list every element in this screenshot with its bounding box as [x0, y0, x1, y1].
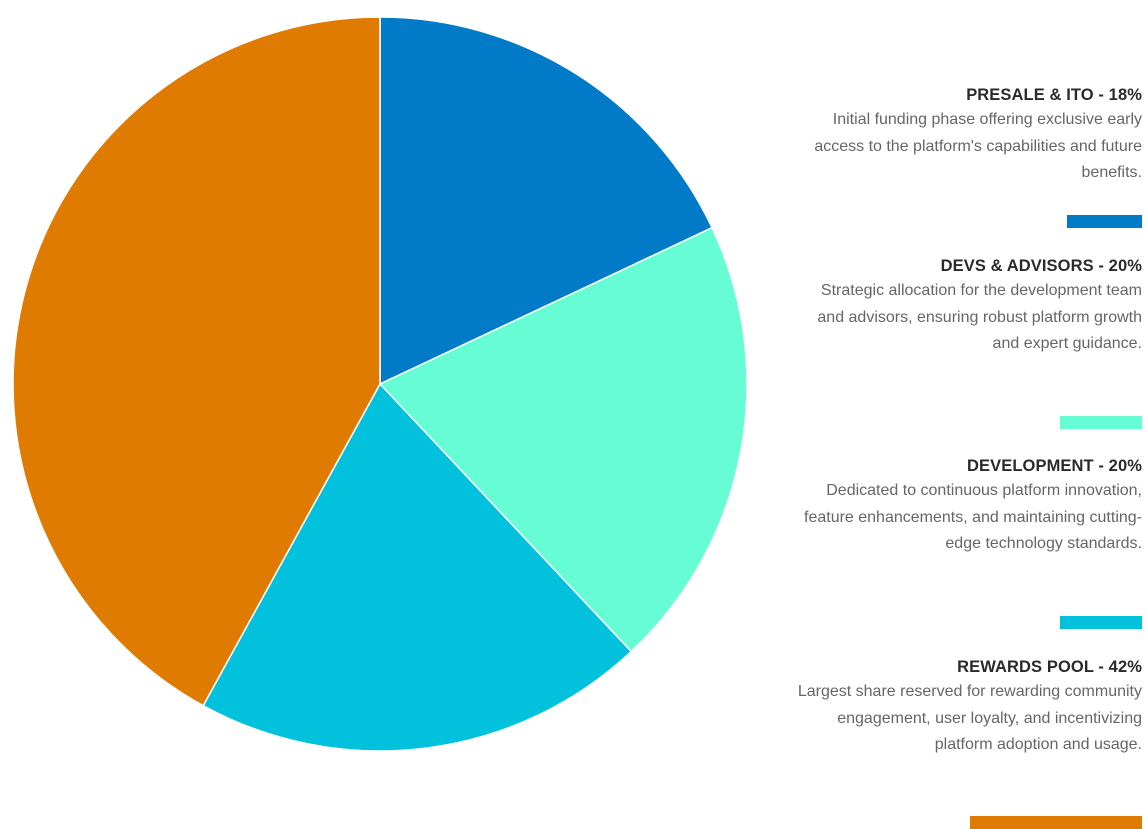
pie-slice-devs-advisors [379, 226, 748, 653]
pie-slice-development [202, 383, 632, 752]
legend-swatch-development [1060, 616, 1142, 629]
legend-title: REWARDS POOL - 42% [957, 658, 1142, 676]
legend-item-rewards-pool: REWARDS POOL - 42% Largest share reserve… [772, 656, 1142, 759]
legend-swatch-devs-advisors [1060, 416, 1142, 429]
legend-description: Strategic allocation for the development… [817, 282, 1142, 352]
legend-swatch-rewards-pool [970, 816, 1142, 829]
legend-item-development: DEVELOPMENT - 20% Dedicated to continuou… [772, 455, 1142, 558]
legend-description: Largest share reserved for rewarding com… [797, 683, 1142, 753]
legend-item-presale: PRESALE & ITO - 18% Initial funding phas… [772, 84, 1142, 187]
pie-chart [12, 16, 748, 752]
pie-slice-presale [379, 16, 713, 385]
legend-description: Initial funding phase offering exclusive… [814, 111, 1142, 181]
legend-title: DEVELOPMENT - 20% [967, 457, 1142, 475]
legend: PRESALE & ITO - 18% Initial funding phas… [770, 0, 1147, 829]
legend-title: DEVS & ADVISORS - 20% [940, 257, 1142, 275]
legend-description: Dedicated to continuous platform innovat… [804, 482, 1142, 552]
pie-slice-rewards-pool [12, 16, 381, 707]
legend-swatch-presale [1067, 215, 1142, 228]
legend-title: PRESALE & ITO - 18% [966, 86, 1142, 104]
legend-item-devs-advisors: DEVS & ADVISORS - 20% Strategic allocati… [772, 255, 1142, 358]
